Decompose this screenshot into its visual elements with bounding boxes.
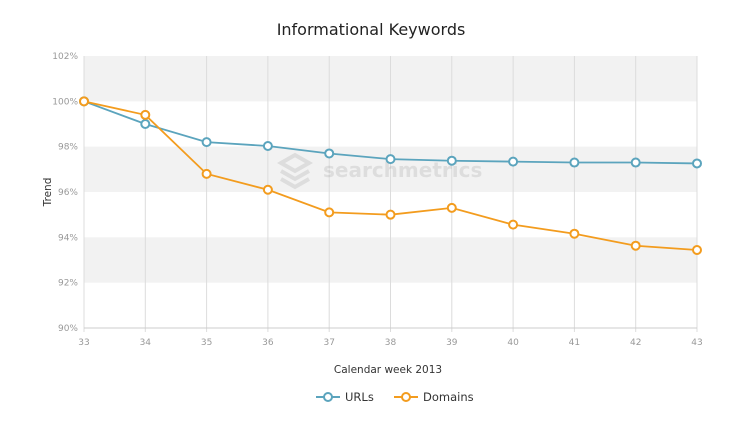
y-tick-label: 98% bbox=[58, 143, 78, 153]
x-tick-label: 36 bbox=[262, 338, 274, 348]
y-axis-label: Trend bbox=[42, 178, 54, 208]
series-domains bbox=[79, 96, 702, 256]
y-tick-label: 94% bbox=[58, 233, 78, 243]
data-point-domains[interactable] bbox=[79, 96, 89, 107]
legend-item-urls[interactable]: URLs bbox=[316, 390, 374, 404]
data-point-domains[interactable] bbox=[569, 228, 580, 239]
y-tick-label: 96% bbox=[58, 188, 78, 198]
y-tick-label: 102% bbox=[52, 52, 78, 62]
y-tick-label: 90% bbox=[58, 324, 78, 334]
data-point-domains[interactable] bbox=[385, 209, 396, 220]
x-tick-label: 43 bbox=[691, 338, 702, 348]
data-point-urls[interactable] bbox=[569, 157, 580, 168]
legend: URLs Domains bbox=[316, 390, 474, 404]
data-point-domains[interactable] bbox=[324, 207, 335, 218]
x-tick-label: 42 bbox=[630, 338, 641, 348]
y-tick-label: 92% bbox=[58, 279, 78, 289]
data-point-urls[interactable] bbox=[630, 157, 641, 168]
x-tick-label: 37 bbox=[323, 338, 334, 348]
y-tick-label: 100% bbox=[52, 97, 78, 107]
data-point-domains[interactable] bbox=[692, 245, 702, 256]
x-tick-label: 35 bbox=[201, 338, 212, 348]
x-tick-label: 38 bbox=[385, 338, 397, 348]
data-point-urls[interactable] bbox=[140, 119, 151, 129]
data-point-urls[interactable] bbox=[262, 140, 273, 151]
data-point-urls[interactable] bbox=[446, 155, 457, 166]
x-tick-label: 39 bbox=[446, 338, 458, 348]
legend-item-domains[interactable]: Domains bbox=[394, 390, 474, 404]
x-tick-label: 40 bbox=[507, 338, 519, 348]
data-point-urls[interactable] bbox=[508, 156, 519, 167]
chart-title: Informational Keywords bbox=[277, 20, 466, 39]
x-axis-label: Calendar week 2013 bbox=[334, 364, 442, 376]
data-point-domains[interactable] bbox=[508, 219, 519, 230]
legend-label-urls: URLs bbox=[345, 390, 374, 404]
data-point-urls[interactable] bbox=[692, 158, 702, 169]
data-point-domains[interactable] bbox=[201, 168, 212, 179]
data-point-domains[interactable] bbox=[446, 202, 457, 213]
legend-label-domains: Domains bbox=[423, 390, 474, 404]
data-point-urls[interactable] bbox=[385, 154, 396, 165]
x-tick-label: 41 bbox=[569, 338, 580, 348]
data-point-urls[interactable] bbox=[201, 137, 212, 148]
data-point-urls[interactable] bbox=[324, 148, 335, 159]
x-tick-label: 33 bbox=[78, 338, 89, 348]
data-point-domains[interactable] bbox=[140, 109, 151, 120]
data-point-domains[interactable] bbox=[262, 184, 273, 195]
x-tick-label: 34 bbox=[140, 338, 152, 348]
data-point-domains[interactable] bbox=[630, 240, 641, 251]
